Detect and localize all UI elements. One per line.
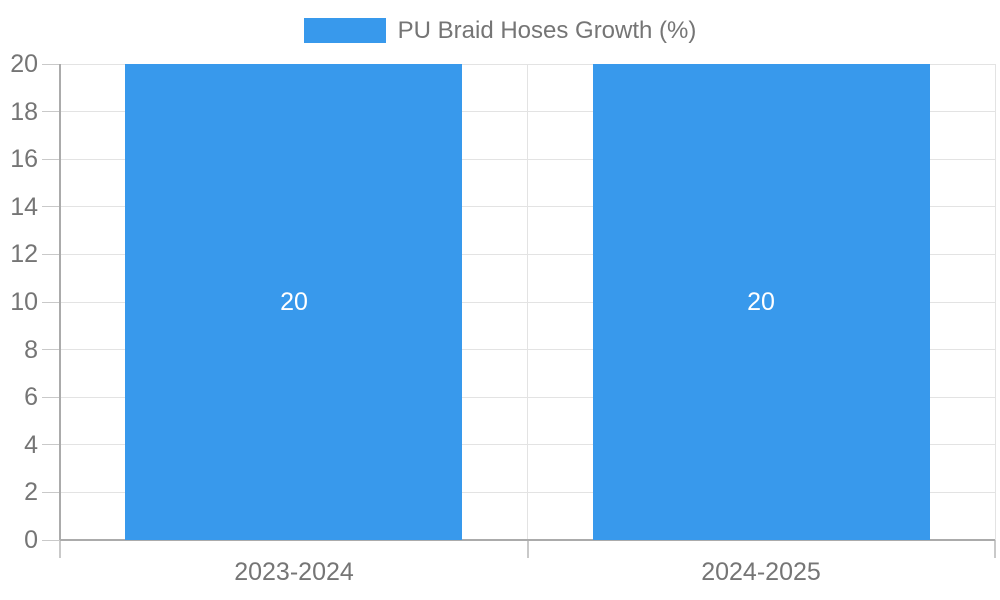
bar[interactable] <box>593 64 930 540</box>
bar[interactable] <box>125 64 462 540</box>
y-axis-tick-label: 16 <box>10 145 38 174</box>
y-tick-mark <box>42 253 60 255</box>
y-axis-line <box>59 64 61 540</box>
y-axis-tick-label: 6 <box>24 383 38 412</box>
x-axis-label: 2024-2025 <box>701 558 821 586</box>
y-axis-tick-label: 12 <box>10 240 38 269</box>
legend-item[interactable]: PU Braid Hoses Growth (%) <box>303 16 697 45</box>
y-axis-tick-label: 20 <box>10 50 38 78</box>
y-axis-tick-label: 0 <box>24 526 38 554</box>
legend-label: PU Braid Hoses Growth (%) <box>397 17 697 44</box>
y-tick-mark <box>42 206 60 208</box>
y-tick-mark <box>42 539 60 541</box>
x-tick-mark <box>994 540 996 558</box>
y-tick-mark <box>42 396 60 398</box>
y-tick-mark <box>42 444 60 446</box>
y-axis-tick-label: 4 <box>24 430 38 459</box>
x-tick-mark <box>59 540 61 558</box>
x-gridline <box>527 64 528 540</box>
y-axis-tick-label: 8 <box>24 335 38 364</box>
legend-swatch <box>303 18 386 43</box>
y-axis-tick-label: 14 <box>10 192 38 221</box>
y-tick-mark <box>42 63 60 65</box>
bar-value-label: 20 <box>280 288 308 316</box>
x-tick-mark <box>526 540 529 558</box>
y-axis-tick-label: 10 <box>10 288 38 316</box>
y-axis-tick-label: 2 <box>24 478 38 507</box>
x-gridline <box>994 64 996 540</box>
y-axis-tick-label: 18 <box>10 97 38 126</box>
y-tick-mark <box>42 491 60 493</box>
bar-value-label: 20 <box>747 288 775 316</box>
y-tick-mark <box>42 111 60 113</box>
y-tick-mark <box>42 301 60 303</box>
y-tick-mark <box>42 349 60 351</box>
y-tick-mark <box>42 158 60 160</box>
x-axis-label: 2023-2024 <box>234 558 354 586</box>
x-axis-line <box>60 539 995 541</box>
legend: PU Braid Hoses Growth (%) <box>0 16 1000 45</box>
